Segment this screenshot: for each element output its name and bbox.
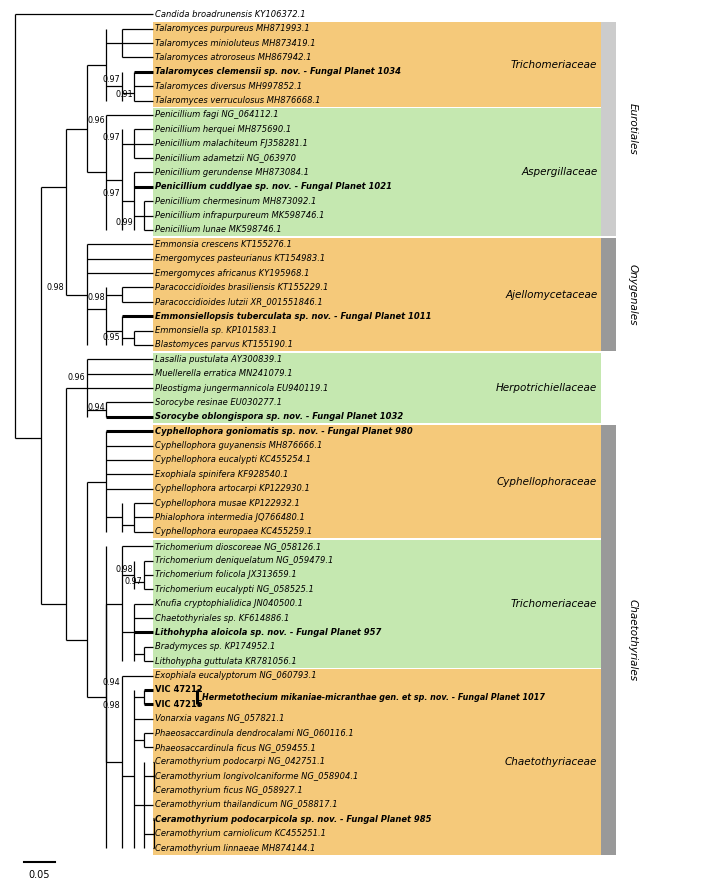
Text: 0.97: 0.97 xyxy=(125,577,142,586)
Text: Penicillium infrapurpureum MK598746.1: Penicillium infrapurpureum MK598746.1 xyxy=(155,211,325,220)
Text: Ceramothyrium carniolicum KC455251.1: Ceramothyrium carniolicum KC455251.1 xyxy=(155,829,326,838)
Text: Penicillium adametzii NG_063970: Penicillium adametzii NG_063970 xyxy=(155,154,296,162)
Text: Phialophora intermedia JQ766480.1: Phialophora intermedia JQ766480.1 xyxy=(155,513,305,522)
Text: 0.91: 0.91 xyxy=(115,89,133,99)
Text: Knufia cryptophialidica JN040500.1: Knufia cryptophialidica JN040500.1 xyxy=(155,600,303,608)
Text: Pleostigma jungermannicola EU940119.1: Pleostigma jungermannicola EU940119.1 xyxy=(155,383,329,393)
Text: Phaeosaccardinula ficus NG_059455.1: Phaeosaccardinula ficus NG_059455.1 xyxy=(155,743,316,752)
Text: Talaromyces verruculosus MH876668.1: Talaromyces verruculosus MH876668.1 xyxy=(155,96,321,105)
Text: VIC 47215: VIC 47215 xyxy=(155,700,203,709)
Text: Talaromyces minioluteus MH873419.1: Talaromyces minioluteus MH873419.1 xyxy=(155,39,316,48)
Text: Penicillium malachiteum FJ358281.1: Penicillium malachiteum FJ358281.1 xyxy=(155,140,308,148)
Text: Vonarxia vagans NG_057821.1: Vonarxia vagans NG_057821.1 xyxy=(155,714,285,723)
Bar xyxy=(601,425,616,855)
Text: Talaromyces purpureus MH871993.1: Talaromyces purpureus MH871993.1 xyxy=(155,24,310,34)
Text: Cyphellophora goniomatis sp. nov. - Fungal Planet 980: Cyphellophora goniomatis sp. nov. - Fung… xyxy=(155,426,413,435)
Text: Emmonsia crescens KT155276.1: Emmonsia crescens KT155276.1 xyxy=(155,240,292,249)
Text: Sorocybe resinae EU030277.1: Sorocybe resinae EU030277.1 xyxy=(155,398,282,407)
Text: Cyphellophora artocarpi KP122930.1: Cyphellophora artocarpi KP122930.1 xyxy=(155,484,310,494)
Text: Exophiala eucalyptorum NG_060793.1: Exophiala eucalyptorum NG_060793.1 xyxy=(155,671,317,680)
Text: Herpotrichiellaceae: Herpotrichiellaceae xyxy=(496,383,597,393)
Text: VIC 47212: VIC 47212 xyxy=(155,685,203,694)
Text: Ceramothyrium podocarpicola sp. nov. - Fungal Planet 985: Ceramothyrium podocarpicola sp. nov. - F… xyxy=(155,815,431,824)
Text: Ceramothyrium podocarpi NG_042751.1: Ceramothyrium podocarpi NG_042751.1 xyxy=(155,758,326,766)
Text: Trichomeriaceae: Trichomeriaceae xyxy=(511,599,597,608)
Text: Penicillium gerundense MH873084.1: Penicillium gerundense MH873084.1 xyxy=(155,168,309,177)
Text: 0.95: 0.95 xyxy=(102,333,121,342)
Text: Chaetothyriales: Chaetothyriales xyxy=(627,599,637,681)
Text: Muellerella erratica MN241079.1: Muellerella erratica MN241079.1 xyxy=(155,369,293,378)
Text: Candida broadrunensis KY106372.1: Candida broadrunensis KY106372.1 xyxy=(155,10,306,19)
Text: Trichomerium deniquelatum NG_059479.1: Trichomerium deniquelatum NG_059479.1 xyxy=(155,556,333,565)
Text: Hermetothecium mikaniae-micranthae gen. et sp. nov. - Fungal Planet 1017: Hermetothecium mikaniae-micranthae gen. … xyxy=(202,692,545,702)
Text: Ceramothyrium longivolcaniforme NG_058904.1: Ceramothyrium longivolcaniforme NG_05890… xyxy=(155,772,359,781)
Text: Talaromyces diversus MH997852.1: Talaromyces diversus MH997852.1 xyxy=(155,81,302,91)
Text: Cyphellophora guyanensis MH876666.1: Cyphellophora guyanensis MH876666.1 xyxy=(155,442,323,450)
Text: 0.98: 0.98 xyxy=(87,293,105,302)
Text: 0.98: 0.98 xyxy=(115,565,133,574)
Text: Talaromyces clemensii sp. nov. - Fungal Planet 1034: Talaromyces clemensii sp. nov. - Fungal … xyxy=(155,67,401,76)
Text: 0.96: 0.96 xyxy=(68,374,85,382)
Text: Penicillium herquei MH875690.1: Penicillium herquei MH875690.1 xyxy=(155,125,291,134)
Text: 0.99: 0.99 xyxy=(115,217,133,227)
Text: Paracoccidioides brasiliensis KT155229.1: Paracoccidioides brasiliensis KT155229.1 xyxy=(155,283,329,292)
Text: Trichomerium eucalypti NG_058525.1: Trichomerium eucalypti NG_058525.1 xyxy=(155,585,314,594)
Text: Emmonsiellopsis tuberculata sp. nov. - Fungal Planet 1011: Emmonsiellopsis tuberculata sp. nov. - F… xyxy=(155,312,431,321)
Text: Trichomeriaceae: Trichomeriaceae xyxy=(511,59,597,70)
Text: Exophiala spinifera KF928540.1: Exophiala spinifera KF928540.1 xyxy=(155,470,288,479)
Text: Paracoccidioides lutzii XR_001551846.1: Paracoccidioides lutzii XR_001551846.1 xyxy=(155,298,323,306)
Text: Phaeosaccardinula dendrocalami NG_060116.1: Phaeosaccardinula dendrocalami NG_060116… xyxy=(155,728,354,737)
Text: 0.97: 0.97 xyxy=(102,75,121,84)
Text: Trichomerium dioscoreae NG_058126.1: Trichomerium dioscoreae NG_058126.1 xyxy=(155,541,321,551)
Text: Cyphellophora eucalypti KC455254.1: Cyphellophora eucalypti KC455254.1 xyxy=(155,456,311,464)
Text: Lasallia pustulata AY300839.1: Lasallia pustulata AY300839.1 xyxy=(155,355,283,364)
Text: Ceramothyrium ficus NG_058927.1: Ceramothyrium ficus NG_058927.1 xyxy=(155,786,303,795)
Text: Chaetothyriaceae: Chaetothyriaceae xyxy=(505,757,597,766)
Text: 0.96: 0.96 xyxy=(87,117,105,125)
Bar xyxy=(153,425,601,539)
Text: 0.97: 0.97 xyxy=(102,190,121,199)
Text: Ceramothyrium thailandicum NG_058817.1: Ceramothyrium thailandicum NG_058817.1 xyxy=(155,801,338,810)
Text: 0.94: 0.94 xyxy=(87,403,105,412)
Text: 0.98: 0.98 xyxy=(103,701,121,710)
Text: Penicillium cuddlyae sp. nov. - Fungal Planet 1021: Penicillium cuddlyae sp. nov. - Fungal P… xyxy=(155,182,392,192)
Text: Aspergillaceae: Aspergillaceae xyxy=(521,168,597,177)
Text: Cyphellophora musae KP122932.1: Cyphellophora musae KP122932.1 xyxy=(155,499,300,508)
Bar xyxy=(153,353,601,423)
Text: Cyphellophora europaea KC455259.1: Cyphellophora europaea KC455259.1 xyxy=(155,527,312,536)
Bar xyxy=(153,22,601,107)
Text: Eurotiales: Eurotiales xyxy=(627,103,637,155)
Text: 0.94: 0.94 xyxy=(103,677,121,687)
Bar xyxy=(601,238,616,351)
Text: Blastomyces parvus KT155190.1: Blastomyces parvus KT155190.1 xyxy=(155,341,293,350)
Text: 0.98: 0.98 xyxy=(46,283,63,292)
Text: Penicillium lunae MK598746.1: Penicillium lunae MK598746.1 xyxy=(155,225,282,234)
Text: Onygenales: Onygenales xyxy=(627,264,637,325)
Text: Trichomerium folicola JX313659.1: Trichomerium folicola JX313659.1 xyxy=(155,570,297,579)
Bar xyxy=(153,669,601,855)
Text: Emergomyces pasteurianus KT154983.1: Emergomyces pasteurianus KT154983.1 xyxy=(155,254,326,263)
Text: 0.97: 0.97 xyxy=(102,133,121,142)
Text: Lithohypha guttulata KR781056.1: Lithohypha guttulata KR781056.1 xyxy=(155,657,297,666)
Text: Ceramothyrium linnaeae MH874144.1: Ceramothyrium linnaeae MH874144.1 xyxy=(155,843,316,853)
Bar xyxy=(153,238,601,351)
Text: Bradymyces sp. KP174952.1: Bradymyces sp. KP174952.1 xyxy=(155,642,276,652)
Text: Ajellomycetaceae: Ajellomycetaceae xyxy=(505,290,597,299)
Text: Lithohypha aloicola sp. nov. - Fungal Planet 957: Lithohypha aloicola sp. nov. - Fungal Pl… xyxy=(155,628,381,637)
Bar xyxy=(153,540,601,668)
Text: Chaetothyriales sp. KF614886.1: Chaetothyriales sp. KF614886.1 xyxy=(155,614,290,623)
Bar xyxy=(601,22,616,237)
Text: Penicillium chermesinum MH873092.1: Penicillium chermesinum MH873092.1 xyxy=(155,197,317,206)
Text: Penicillium fagi NG_064112.1: Penicillium fagi NG_064112.1 xyxy=(155,110,279,119)
Text: Cyphellophoraceae: Cyphellophoraceae xyxy=(497,477,597,487)
Text: Emmonsiella sp. KP101583.1: Emmonsiella sp. KP101583.1 xyxy=(155,326,277,335)
Bar xyxy=(153,109,601,237)
Text: Emergomyces africanus KY195968.1: Emergomyces africanus KY195968.1 xyxy=(155,268,309,277)
Text: Sorocybe oblongispora sp. nov. - Fungal Planet 1032: Sorocybe oblongispora sp. nov. - Fungal … xyxy=(155,412,403,421)
Text: Talaromyces atroroseus MH867942.1: Talaromyces atroroseus MH867942.1 xyxy=(155,53,312,62)
Text: 0.05: 0.05 xyxy=(29,871,50,880)
